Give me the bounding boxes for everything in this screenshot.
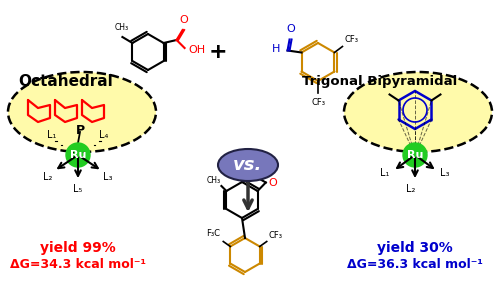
- Text: CF₃: CF₃: [311, 98, 325, 107]
- Text: L₂: L₂: [44, 172, 52, 182]
- Text: H: H: [272, 45, 280, 55]
- Ellipse shape: [344, 72, 492, 152]
- Text: yield 30%: yield 30%: [377, 241, 453, 255]
- Circle shape: [66, 143, 90, 167]
- Text: yield 99%: yield 99%: [40, 241, 116, 255]
- Text: L₅: L₅: [74, 184, 82, 194]
- Text: CH₃: CH₃: [114, 23, 128, 32]
- Text: O: O: [179, 15, 188, 25]
- Text: Ru: Ru: [407, 150, 423, 160]
- Text: P: P: [76, 124, 84, 137]
- Text: Trigonal Bipyramidal: Trigonal Bipyramidal: [302, 76, 458, 88]
- Text: O: O: [286, 24, 295, 35]
- Text: ΔG=34.3 kcal mol⁻¹: ΔG=34.3 kcal mol⁻¹: [10, 258, 146, 271]
- Ellipse shape: [218, 149, 278, 181]
- Text: CF₃: CF₃: [268, 230, 282, 240]
- Text: F₃C: F₃C: [206, 229, 220, 237]
- Text: +: +: [208, 42, 228, 62]
- Text: L₃: L₃: [440, 168, 450, 178]
- Text: O: O: [250, 153, 258, 163]
- Text: Octahedral: Octahedral: [18, 75, 113, 89]
- Circle shape: [403, 143, 427, 167]
- Text: vs.: vs.: [234, 156, 262, 174]
- Text: OH: OH: [188, 45, 206, 55]
- Text: CF₃: CF₃: [344, 35, 358, 43]
- Ellipse shape: [8, 72, 156, 152]
- Text: ΔG=36.3 kcal mol⁻¹: ΔG=36.3 kcal mol⁻¹: [347, 258, 483, 271]
- Text: L₁: L₁: [48, 130, 56, 140]
- Text: O: O: [269, 178, 278, 188]
- Text: L₁: L₁: [380, 168, 390, 178]
- Text: Ru: Ru: [70, 150, 86, 160]
- Text: L₂: L₂: [406, 184, 416, 194]
- Text: L₄: L₄: [100, 130, 108, 140]
- Text: L₃: L₃: [104, 172, 113, 182]
- Text: CH₃: CH₃: [206, 176, 220, 185]
